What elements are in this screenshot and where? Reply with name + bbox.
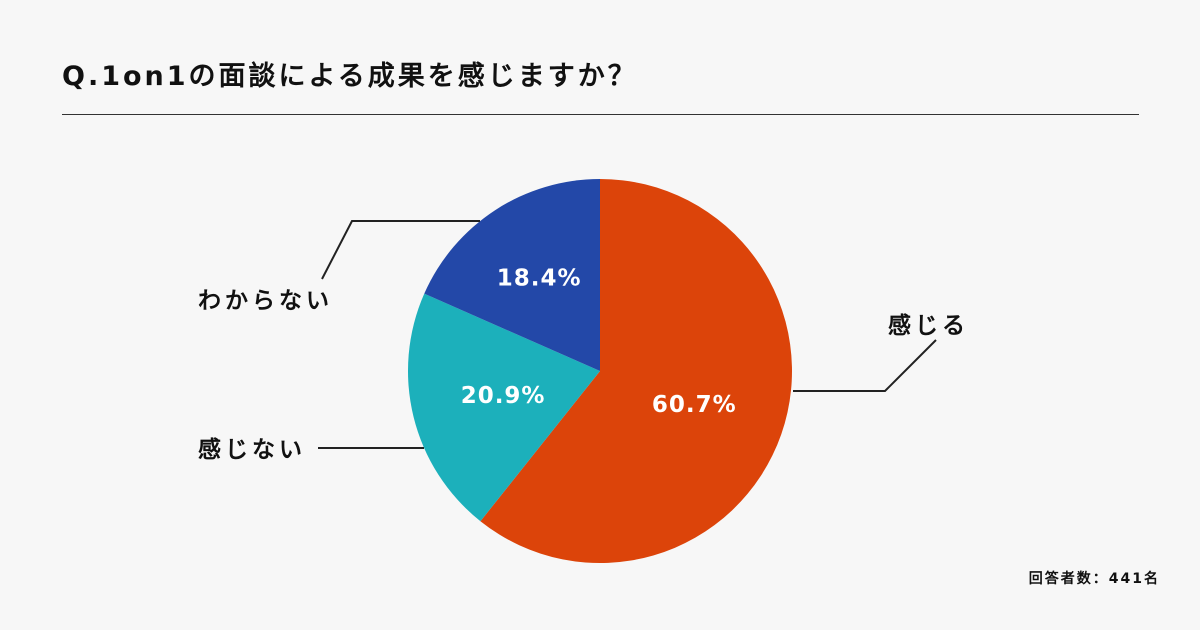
pie-slices	[407, 179, 792, 563]
pie-slice	[407, 293, 600, 522]
page-title: Q.1on1の面談による成果を感じますか？	[62, 61, 638, 92]
slice-category-label: わからない	[198, 288, 333, 314]
respondent-count: 回答者数：441名	[1028, 571, 1160, 587]
slice-percentage-label: 20.9%	[461, 383, 546, 409]
pie-slice	[424, 179, 600, 371]
pie-slice	[480, 179, 792, 563]
slice-category-label: 感じない	[198, 436, 306, 463]
leader-line	[793, 339, 937, 392]
slice-percentage-label: 60.7%	[652, 392, 737, 418]
percentage-labels: 60.7% 20.9% 18.4%	[461, 266, 737, 418]
leader-lines	[318, 220, 937, 449]
slice-category-label: 感じる	[888, 312, 969, 339]
slice-percentage-label: 18.4%	[497, 266, 582, 292]
title-divider	[62, 114, 1139, 115]
leader-line	[321, 220, 480, 280]
